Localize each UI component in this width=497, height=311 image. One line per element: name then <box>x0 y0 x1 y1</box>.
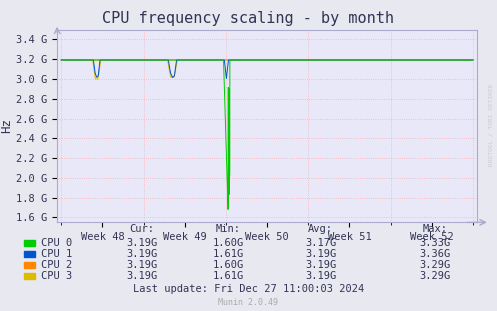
Text: Max:: Max: <box>422 224 447 234</box>
Text: Avg:: Avg: <box>308 224 333 234</box>
Text: Min:: Min: <box>216 224 241 234</box>
Text: Munin 2.0.49: Munin 2.0.49 <box>219 299 278 307</box>
Text: 3.36G: 3.36G <box>419 249 450 259</box>
Y-axis label: Hz: Hz <box>0 118 13 133</box>
Text: CPU 2: CPU 2 <box>41 260 73 270</box>
Text: 3.19G: 3.19G <box>126 238 157 248</box>
Text: 3.19G: 3.19G <box>305 271 336 281</box>
Text: 3.19G: 3.19G <box>126 249 157 259</box>
Text: 1.61G: 1.61G <box>213 249 244 259</box>
Text: Cur:: Cur: <box>129 224 154 234</box>
Text: 1.60G: 1.60G <box>213 238 244 248</box>
Text: CPU 0: CPU 0 <box>41 238 73 248</box>
Text: CPU 1: CPU 1 <box>41 249 73 259</box>
Text: CPU 3: CPU 3 <box>41 271 73 281</box>
Text: 3.33G: 3.33G <box>419 238 450 248</box>
Text: 3.29G: 3.29G <box>419 271 450 281</box>
Text: 3.19G: 3.19G <box>305 249 336 259</box>
Text: CPU frequency scaling - by month: CPU frequency scaling - by month <box>102 11 395 26</box>
Text: 1.60G: 1.60G <box>213 260 244 270</box>
Text: 3.19G: 3.19G <box>126 271 157 281</box>
Text: 1.61G: 1.61G <box>213 271 244 281</box>
Text: 3.19G: 3.19G <box>305 260 336 270</box>
Text: 3.19G: 3.19G <box>126 260 157 270</box>
Text: RRDTOOL / TOBI OETIKER: RRDTOOL / TOBI OETIKER <box>488 83 493 166</box>
Text: 3.29G: 3.29G <box>419 260 450 270</box>
Text: 3.17G: 3.17G <box>305 238 336 248</box>
Text: Last update: Fri Dec 27 11:00:03 2024: Last update: Fri Dec 27 11:00:03 2024 <box>133 284 364 294</box>
